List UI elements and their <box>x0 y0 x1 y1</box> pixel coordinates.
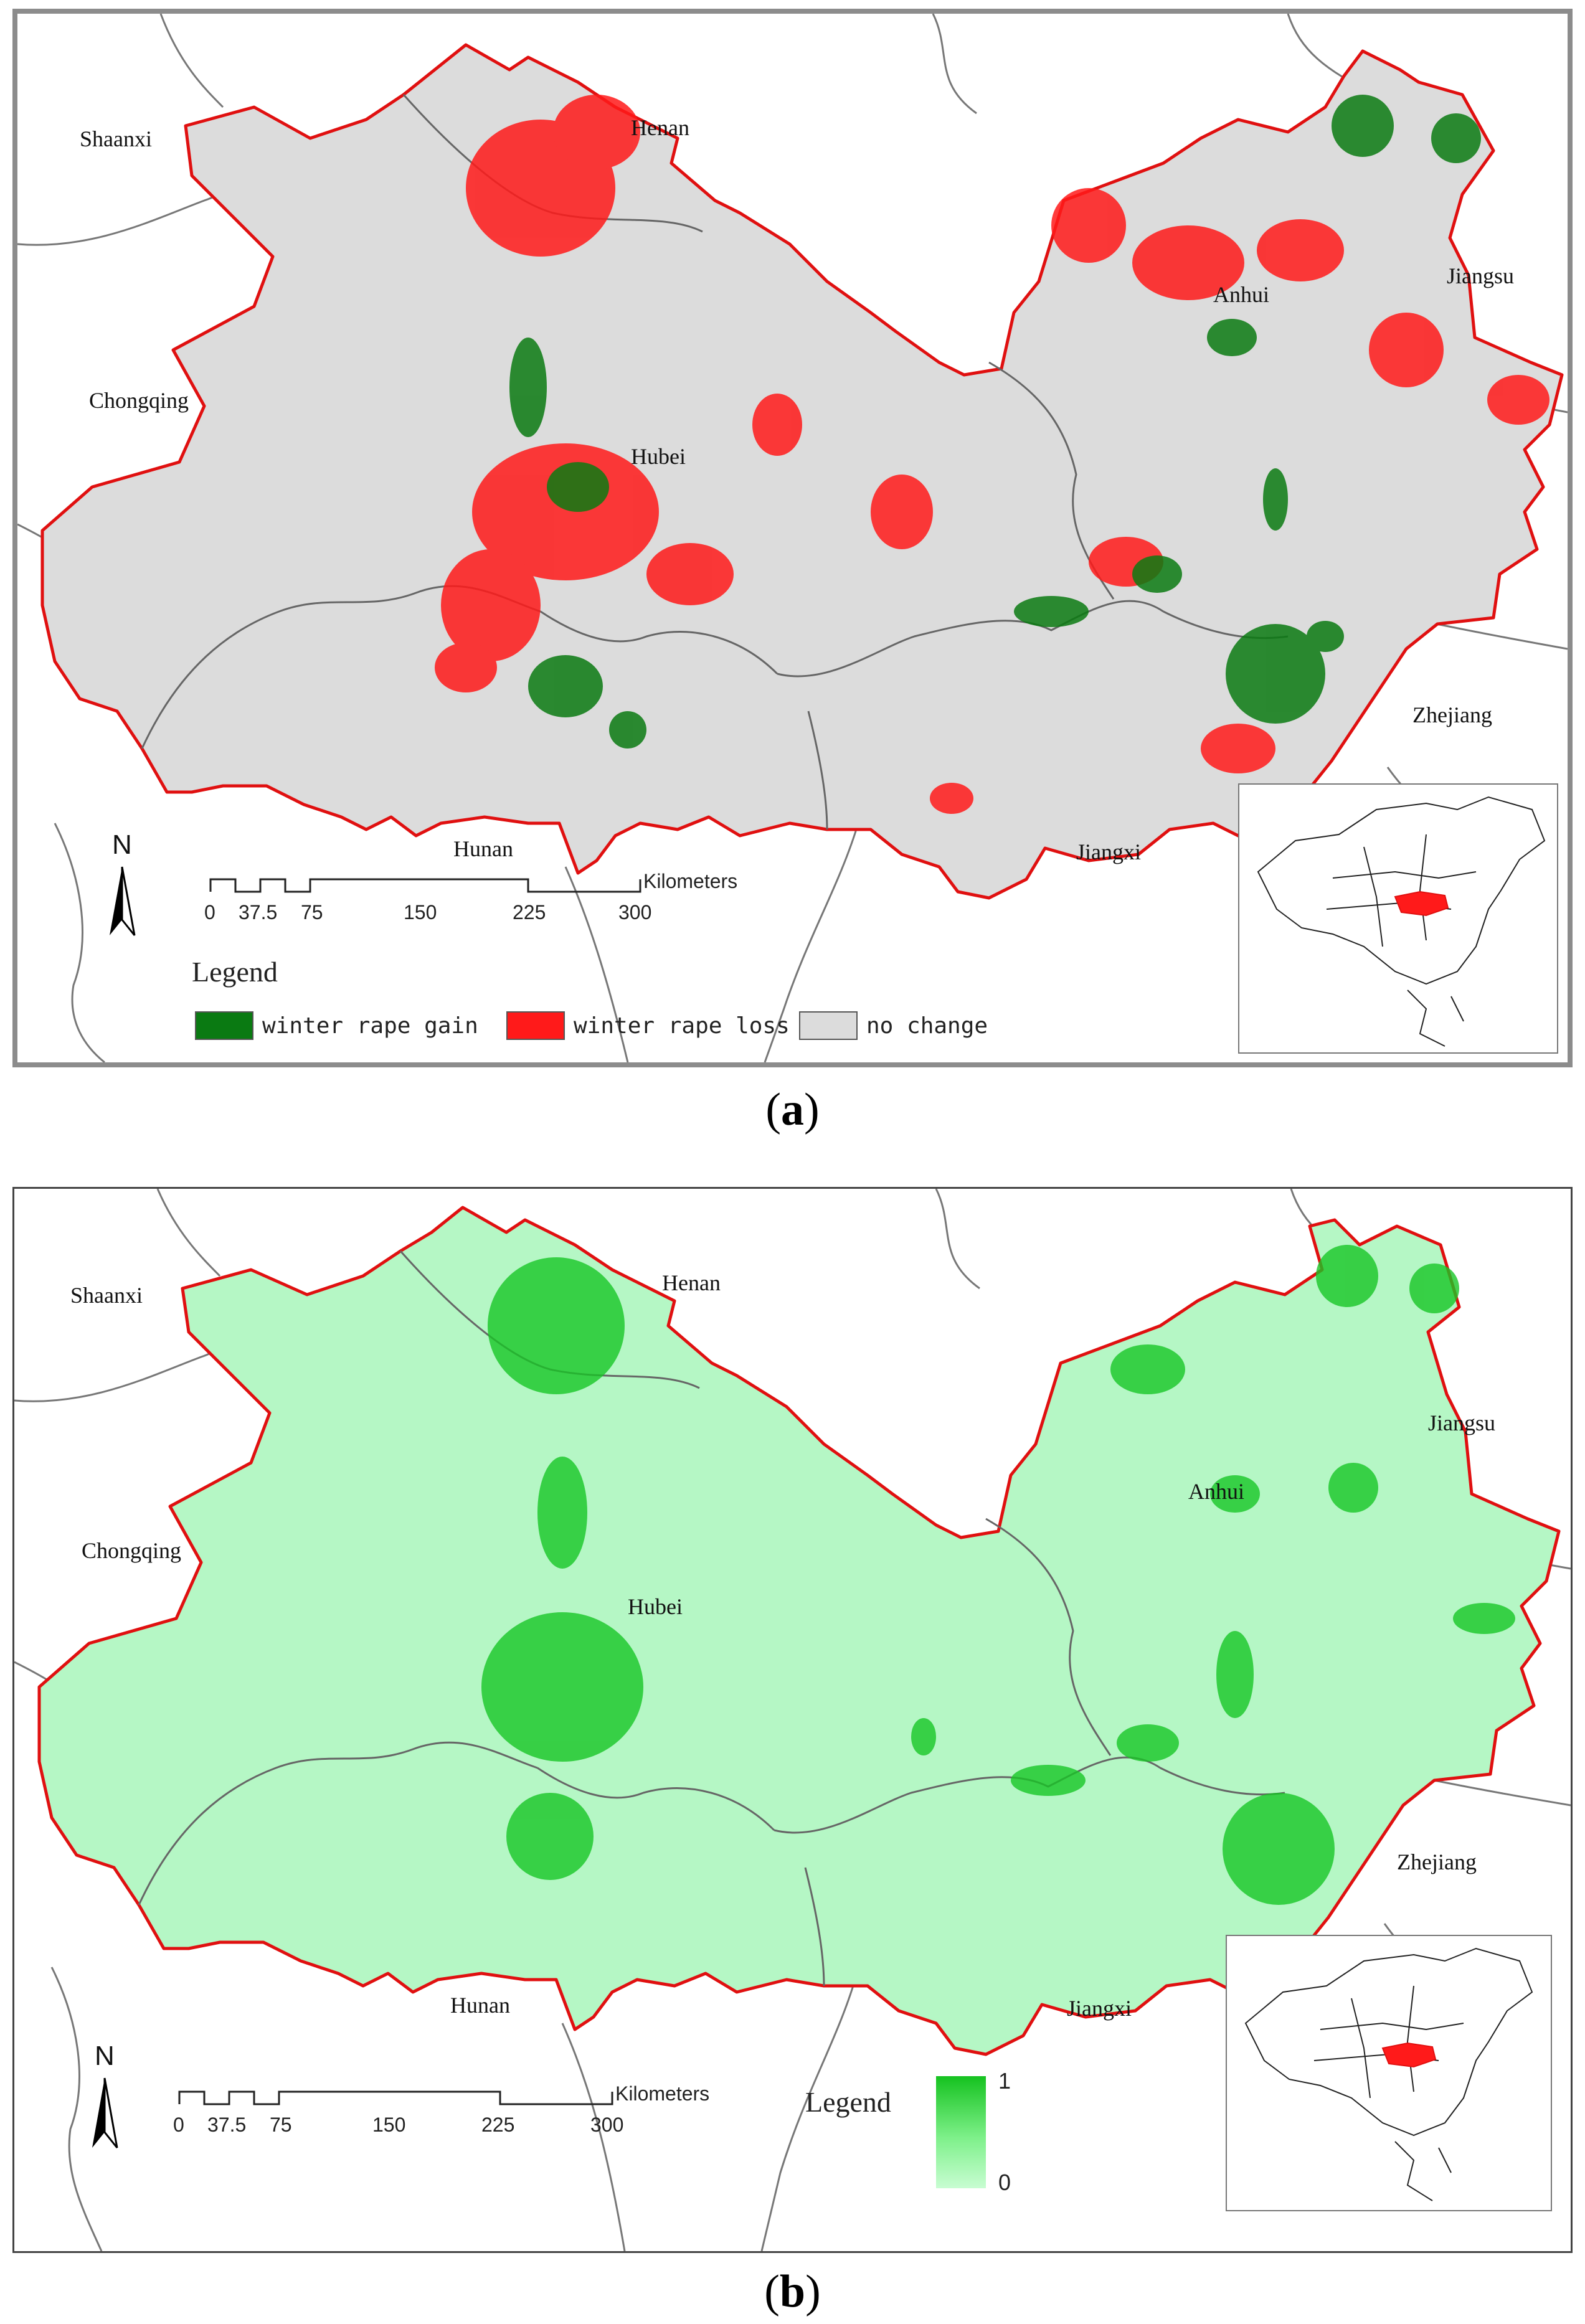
inset-china-map-a <box>1238 783 1558 1054</box>
scale-tick: 0 <box>204 901 215 923</box>
province-label: Anhui <box>1188 1479 1244 1504</box>
map-panel-b: Shaanxi Henan Jiangsu Anhui Chongqing Hu… <box>12 1187 1573 2253</box>
inset-highlight <box>1381 2042 1437 2068</box>
study-region-b <box>37 1206 1561 2056</box>
legend-label: no change <box>866 1013 988 1039</box>
scale-bar-a <box>209 878 641 893</box>
province-label: Shaanxi <box>80 126 152 151</box>
province-label: Henan <box>631 115 689 140</box>
province-label: Hunan <box>450 1993 510 2018</box>
north-arrow-icon <box>110 866 136 936</box>
scale-tick: 37.5 <box>239 901 278 923</box>
province-label: Chongqing <box>89 388 189 413</box>
map-panel-a: Shaanxi Henan Jiangsu Anhui Chongqing Hu… <box>12 9 1573 1067</box>
north-label: N <box>95 2041 115 2071</box>
province-label: Zhejiang <box>1397 1849 1477 1874</box>
scale-bar-b <box>178 2090 613 2105</box>
legend-label: winter rape loss <box>574 1013 790 1039</box>
legend-swatch <box>506 1011 565 1040</box>
province-label: Henan <box>662 1270 721 1295</box>
caption-b: (b) <box>764 2266 821 2317</box>
caption-a: (a) <box>765 1084 820 1135</box>
scale-tick: 150 <box>404 901 437 923</box>
scale-tick: 37.5 <box>207 2114 247 2136</box>
scale-tick: 225 <box>481 2114 515 2136</box>
study-region-a <box>40 43 1564 900</box>
north-arrow-icon <box>92 2077 118 2148</box>
scale-tick: 75 <box>301 901 323 923</box>
legend-title: Legend <box>805 2086 891 2118</box>
inset-svg <box>1257 796 1546 1047</box>
province-label: Shaanxi <box>70 1283 143 1308</box>
north-label: N <box>112 829 132 860</box>
map-b <box>14 1189 1571 2251</box>
rape-probability-patches <box>481 1245 1515 1905</box>
province-label: Jiangxi <box>1076 839 1141 864</box>
legend-item-nochange: no change <box>799 1011 988 1040</box>
province-label: Hunan <box>453 836 513 861</box>
ramp-max-label: 1 <box>998 2068 1011 2094</box>
scale-tick: 300 <box>618 901 652 923</box>
scale-tick: 300 <box>590 2114 624 2136</box>
province-label: Jiangxi <box>1067 1996 1132 2021</box>
legend-item-gain: winter rape gain <box>195 1011 478 1040</box>
scale-tick: 225 <box>513 901 546 923</box>
inset-highlight <box>1394 890 1449 917</box>
inset-china-map-b <box>1226 1935 1552 2211</box>
legend-swatch <box>195 1011 253 1040</box>
legend-title: Legend <box>192 956 278 988</box>
legend-label: winter rape gain <box>262 1013 478 1039</box>
scale-tick: 150 <box>372 2114 406 2136</box>
province-label: Hubei <box>628 1594 683 1619</box>
province-label: Zhejiang <box>1412 702 1492 727</box>
scale-unit: Kilometers <box>643 870 738 892</box>
scale-unit: Kilometers <box>615 2082 710 2105</box>
province-label: Anhui <box>1213 282 1269 307</box>
province-boundaries-b <box>138 1250 1285 1986</box>
legend-color-ramp <box>936 2076 986 2188</box>
inset-svg <box>1244 1947 1533 2201</box>
scale-tick: 75 <box>270 2114 292 2136</box>
province-label: Jiangsu <box>1447 263 1514 288</box>
legend-swatch <box>799 1011 858 1040</box>
legend-item-loss: winter rape loss <box>506 1011 790 1040</box>
winter-rape-loss-patches <box>435 95 1550 814</box>
province-label: Chongqing <box>82 1538 182 1563</box>
ramp-min-label: 0 <box>998 2170 1011 2195</box>
province-label: Jiangsu <box>1428 1410 1495 1435</box>
map-a <box>17 14 1568 1062</box>
winter-rape-gain-patches <box>509 95 1481 749</box>
province-label: Hubei <box>631 444 686 469</box>
scale-tick: 0 <box>173 2114 184 2136</box>
